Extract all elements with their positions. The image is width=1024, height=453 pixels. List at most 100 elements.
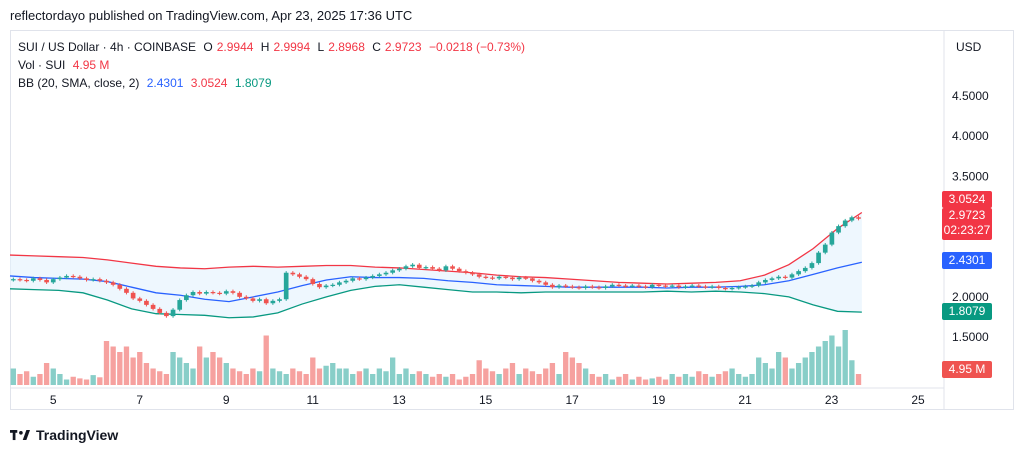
volume-bar bbox=[296, 371, 303, 385]
candle-body bbox=[723, 287, 728, 290]
candle-body bbox=[130, 292, 136, 299]
candle-body bbox=[290, 272, 296, 275]
volume-bar bbox=[177, 357, 183, 385]
volume-bar bbox=[849, 360, 855, 385]
candle-body bbox=[530, 278, 535, 281]
publisher-line: reflectordayo published on TradingView.c… bbox=[10, 8, 413, 23]
candle-body bbox=[663, 285, 668, 287]
open-value: 2.9944 bbox=[216, 40, 254, 54]
x-tick-label: 19 bbox=[652, 393, 666, 407]
candle-body bbox=[237, 292, 242, 297]
volume-bar bbox=[363, 368, 369, 385]
volume-bar bbox=[716, 374, 722, 385]
x-tick-label: 5 bbox=[50, 393, 57, 407]
candle-body bbox=[490, 277, 495, 279]
volume-bar bbox=[543, 368, 549, 385]
volume-bar bbox=[596, 376, 602, 385]
candle-body bbox=[117, 284, 123, 289]
candle-body bbox=[450, 266, 455, 269]
candle-body bbox=[343, 280, 349, 283]
volume-bar bbox=[123, 346, 130, 385]
candle-body bbox=[203, 292, 209, 294]
candle-body bbox=[144, 300, 149, 305]
candle-body bbox=[443, 266, 449, 271]
volume-label[interactable]: Vol · SUI bbox=[18, 58, 66, 72]
volume-bar bbox=[90, 375, 96, 385]
volume-bar bbox=[509, 363, 516, 385]
volume-bar bbox=[97, 377, 103, 385]
currency-selector[interactable]: USD bbox=[956, 40, 982, 54]
candle-body bbox=[616, 284, 622, 286]
volume-bar bbox=[476, 360, 482, 385]
candle-body bbox=[563, 285, 569, 287]
candle-body bbox=[303, 276, 309, 280]
tradingview-logo[interactable]: TradingView bbox=[10, 427, 118, 443]
volume-bar bbox=[50, 368, 56, 385]
high-value: 2.9994 bbox=[273, 40, 311, 54]
candle-body bbox=[503, 276, 509, 278]
candle-body bbox=[636, 285, 642, 287]
x-tick-label: 9 bbox=[223, 393, 230, 407]
bollinger-band-fill bbox=[10, 212, 862, 318]
bb-upper-value: 3.0524 bbox=[190, 76, 228, 90]
candle-body bbox=[856, 217, 861, 219]
volume-bar bbox=[682, 374, 689, 385]
volume-bar bbox=[403, 368, 409, 385]
candle-body bbox=[243, 296, 249, 299]
volume-bar bbox=[822, 341, 828, 385]
symbol-label[interactable]: SUI / US Dollar · 4h · COINBASE bbox=[18, 40, 197, 54]
volume-bar bbox=[303, 374, 309, 385]
volume-bar bbox=[170, 352, 176, 385]
volume-bar bbox=[143, 363, 150, 385]
volume-bar bbox=[290, 368, 296, 385]
candle-body bbox=[310, 279, 316, 284]
x-tick-label: 15 bbox=[479, 393, 493, 407]
volume-bar bbox=[729, 368, 735, 385]
candle-body bbox=[649, 284, 655, 288]
candle-body bbox=[570, 286, 575, 288]
legend-bollinger: BB (20, SMA, close, 2) 2.4301 3.0524 1.8… bbox=[18, 76, 276, 90]
candle-body bbox=[430, 267, 435, 269]
bb-label[interactable]: BB (20, SMA, close, 2) bbox=[18, 76, 140, 90]
candle-body bbox=[403, 266, 409, 269]
candle-body bbox=[97, 279, 103, 281]
candle-body bbox=[270, 300, 276, 304]
candle-body bbox=[496, 276, 502, 279]
low-value: 2.8968 bbox=[328, 40, 365, 54]
candle-body bbox=[689, 285, 695, 287]
candle-body bbox=[317, 283, 322, 288]
candle-body bbox=[64, 275, 69, 278]
volume-bar bbox=[263, 335, 269, 385]
candle-body bbox=[749, 285, 755, 287]
candle-body bbox=[782, 276, 788, 278]
bb-lower-value: 1.8079 bbox=[234, 76, 272, 90]
volume-bar bbox=[483, 368, 489, 385]
volume-bar bbox=[749, 374, 755, 385]
volume-bar bbox=[17, 374, 23, 385]
volume-bar bbox=[782, 357, 788, 385]
candle-body bbox=[609, 284, 615, 287]
volume-bar bbox=[855, 374, 862, 385]
bb-basis-value: 2.4301 bbox=[146, 76, 184, 90]
candle-body bbox=[197, 292, 202, 294]
candle-body bbox=[516, 277, 522, 280]
candle-body bbox=[350, 278, 356, 281]
candle-body bbox=[789, 274, 795, 278]
volume-bar bbox=[63, 379, 70, 385]
candle-body bbox=[323, 285, 329, 288]
candle-body bbox=[656, 284, 662, 286]
volume-bar bbox=[815, 346, 822, 385]
candle-body bbox=[822, 244, 828, 253]
candle-body bbox=[337, 282, 342, 285]
volume-bar bbox=[83, 379, 90, 385]
volume-bar bbox=[223, 363, 229, 385]
candle-body bbox=[257, 299, 262, 301]
candle-body bbox=[50, 279, 56, 283]
candle-body bbox=[576, 287, 582, 289]
candle-body bbox=[756, 282, 762, 286]
close-value: 2.9723 bbox=[384, 40, 422, 54]
volume-bar bbox=[443, 376, 449, 385]
volume-bar bbox=[775, 352, 782, 385]
volume-bar bbox=[356, 371, 363, 385]
